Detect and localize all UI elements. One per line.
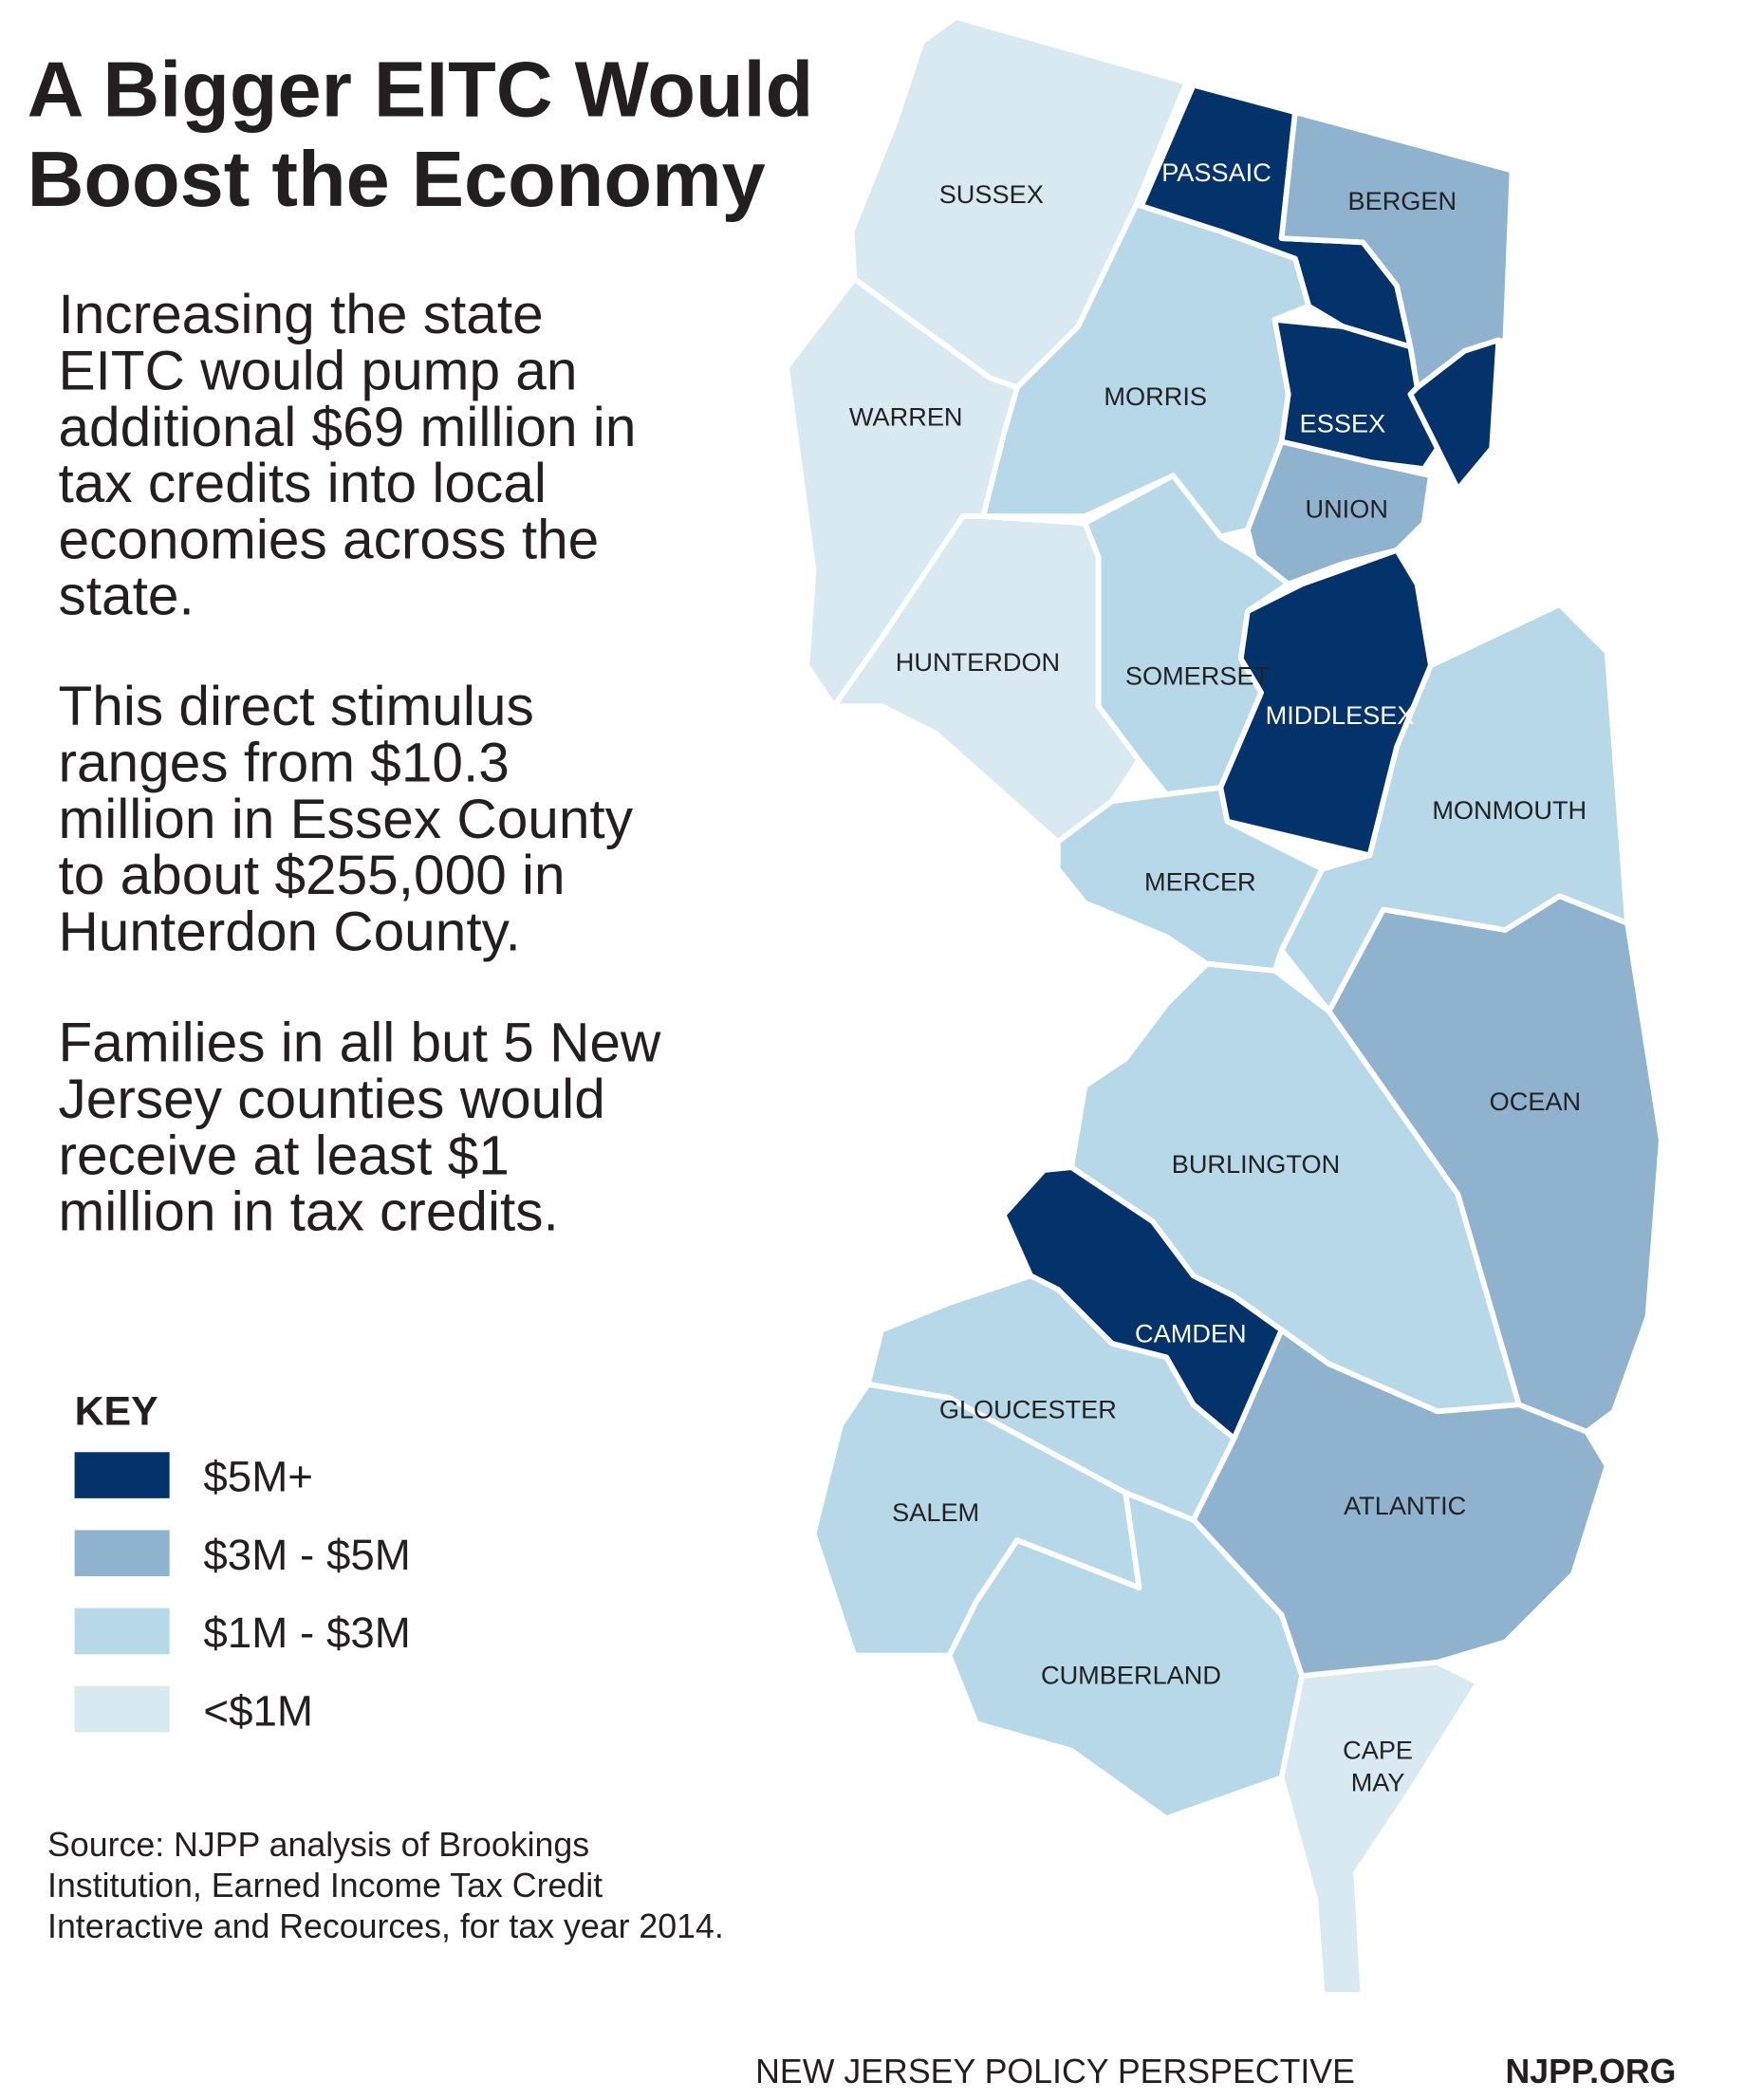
county-label: HUDSON — [1513, 395, 1625, 424]
county-label: MAY — [1351, 1768, 1405, 1797]
county-label: PASSAIC — [1161, 158, 1271, 187]
county-label: OCEAN — [1490, 1087, 1582, 1116]
body-text: economies across the — [58, 509, 599, 570]
county-label: MERCER — [1144, 867, 1256, 897]
county-label: MONMOUTH — [1432, 795, 1587, 825]
county-label: CAPE — [1343, 1735, 1413, 1764]
county-shape — [1271, 317, 1440, 472]
source: Interactive and Recources, for tax year … — [47, 1907, 724, 1945]
key-label: $1M - $3M — [203, 1608, 411, 1657]
county-shape — [1278, 1659, 1481, 1998]
title: A Bigger EITC Would — [28, 45, 814, 133]
county-label: ESSEX — [1300, 408, 1386, 437]
body-text: Hunterdon County. — [58, 901, 520, 962]
county-label: SOMERSET — [1125, 660, 1270, 690]
county-label: SUSSEX — [939, 179, 1044, 209]
body-text: to about $255,000 in — [58, 845, 565, 906]
body-text: million in tax credits. — [58, 1181, 558, 1243]
map — [784, 14, 1664, 1998]
county-label: CUMBERLAND — [1041, 1661, 1221, 1690]
key-swatch — [74, 1452, 170, 1498]
body-text: additional $69 million in — [58, 397, 636, 458]
county-label: GLOUCESTER — [939, 1395, 1117, 1424]
body-text: tax credits into local — [58, 453, 546, 514]
footer-org: NEW JERSEY POLICY PERSPECTIVE — [755, 2053, 1355, 2091]
body-text: This direct stimulus — [58, 676, 533, 737]
title: Boost the Economy — [28, 135, 766, 223]
body-text: Jersey counties would — [58, 1069, 604, 1130]
body-text: receive at least $1 — [58, 1124, 509, 1186]
county-label: BURLINGTON — [1172, 1149, 1340, 1179]
county-label: WARREN — [849, 401, 963, 431]
body-text: Increasing the state — [58, 284, 543, 345]
county-label: UNION — [1305, 494, 1387, 524]
body-text: ranges from $10.3 — [58, 733, 509, 794]
key-swatch — [74, 1685, 170, 1733]
county-label: ATLANTIC — [1344, 1491, 1466, 1520]
county-label: MIDDLESEX — [1266, 700, 1415, 730]
key-swatch — [74, 1608, 170, 1655]
county-label: CAMDEN — [1135, 1318, 1247, 1347]
county-label: MORRIS — [1104, 381, 1207, 411]
county-label: BERGEN — [1348, 186, 1457, 215]
county-label: SALEM — [892, 1497, 979, 1527]
body-text: Families in all but 5 New — [58, 1013, 661, 1074]
county-labels: SUSSEX PASSAIC BERGEN HUDSON MORRIS WARREN ESS… — [849, 158, 1625, 1796]
county-label: HUNTERDON — [896, 647, 1060, 677]
key-swatch — [74, 1530, 170, 1577]
key-title: KEY — [75, 1389, 158, 1435]
key-label: <$1M — [203, 1686, 313, 1735]
key-label: $5M+ — [203, 1453, 313, 1501]
county-shape — [1245, 438, 1434, 587]
source: Source: NJPP analysis of Brookings — [47, 1826, 589, 1864]
body-text: state. — [58, 566, 194, 627]
body-text: EITC would pump an — [58, 340, 577, 401]
source: Institution, Earned Income Tax Credit — [47, 1867, 603, 1905]
key-label: $3M - $5M — [203, 1531, 411, 1579]
footer-url: NJPP.ORG — [1505, 2053, 1676, 2091]
body-text: million in Essex County — [58, 789, 633, 850]
